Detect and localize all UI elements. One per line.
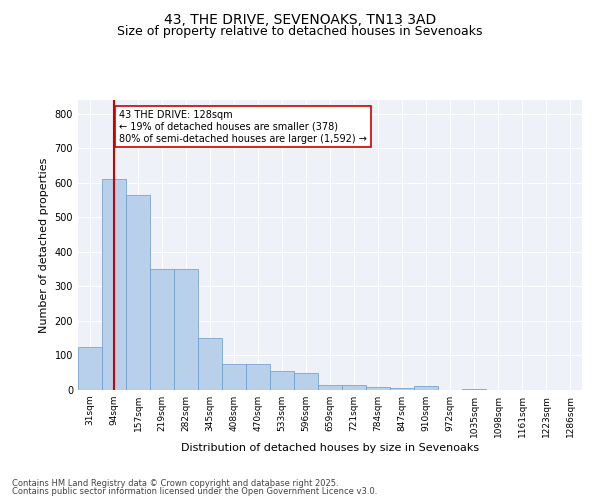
Y-axis label: Number of detached properties: Number of detached properties — [39, 158, 49, 332]
Text: 43 THE DRIVE: 128sqm
← 19% of detached houses are smaller (378)
80% of semi-deta: 43 THE DRIVE: 128sqm ← 19% of detached h… — [119, 110, 367, 144]
Bar — [390, 388, 414, 390]
X-axis label: Distribution of detached houses by size in Sevenoaks: Distribution of detached houses by size … — [181, 442, 479, 452]
Bar — [270, 371, 294, 390]
Bar — [246, 364, 270, 390]
Bar — [174, 269, 198, 390]
Bar — [342, 385, 366, 390]
Bar — [198, 338, 222, 390]
Text: Contains public sector information licensed under the Open Government Licence v3: Contains public sector information licen… — [12, 487, 377, 496]
Bar — [150, 269, 174, 390]
Bar — [318, 385, 342, 390]
Bar — [222, 364, 246, 390]
Bar — [414, 386, 438, 390]
Bar — [126, 195, 150, 390]
Text: Size of property relative to detached houses in Sevenoaks: Size of property relative to detached ho… — [117, 25, 483, 38]
Text: 43, THE DRIVE, SEVENOAKS, TN13 3AD: 43, THE DRIVE, SEVENOAKS, TN13 3AD — [164, 12, 436, 26]
Bar — [78, 347, 102, 390]
Bar — [294, 372, 318, 390]
Text: Contains HM Land Registry data © Crown copyright and database right 2025.: Contains HM Land Registry data © Crown c… — [12, 478, 338, 488]
Bar — [102, 180, 126, 390]
Bar — [366, 387, 390, 390]
